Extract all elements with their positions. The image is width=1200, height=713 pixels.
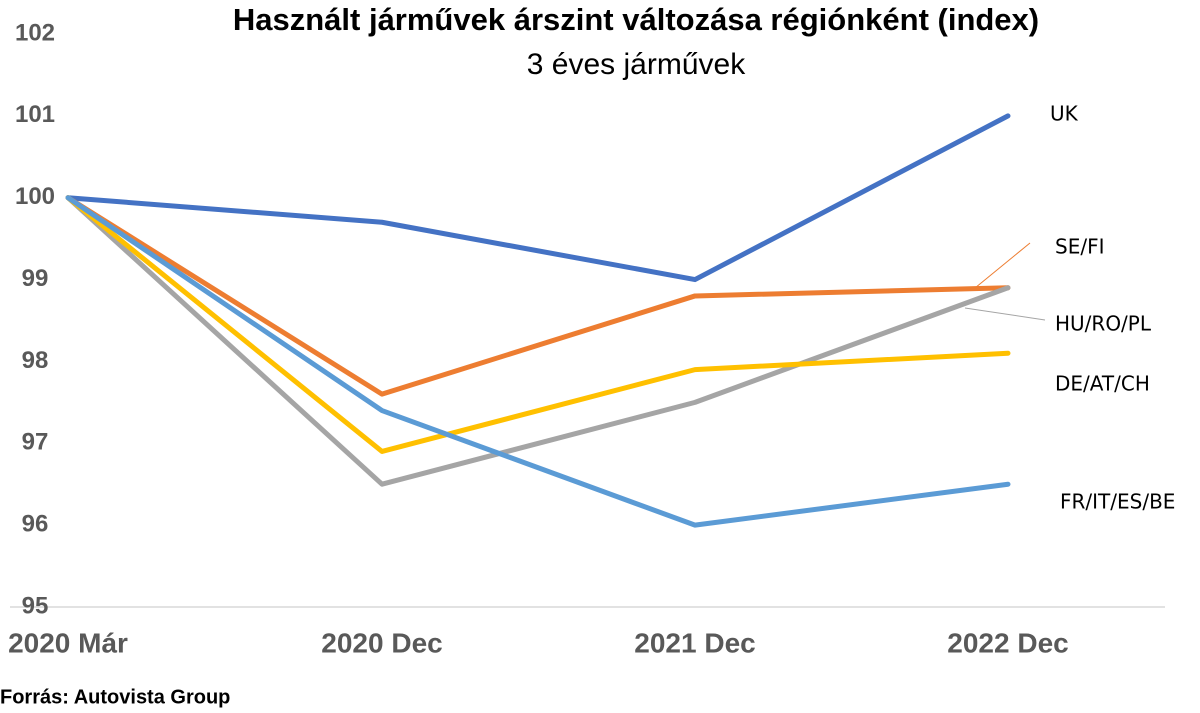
- series-line: [65, 195, 1011, 528]
- y-tick-label: 96: [22, 510, 49, 537]
- source-note: Forrás: Autovista Group: [0, 686, 230, 708]
- x-tick-label: 2020 Már: [8, 627, 128, 658]
- leader-line: [974, 242, 1031, 289]
- series-label: SE/FI: [1055, 235, 1104, 259]
- series-line: [65, 195, 1011, 487]
- chart-title: Használt járművek árszint változása régi…: [233, 2, 1039, 37]
- x-tick-label: 2022 Dec: [947, 627, 1068, 658]
- y-tick-label: 101: [15, 101, 55, 128]
- y-tick-label: 97: [22, 429, 49, 456]
- y-tick-label: 98: [22, 347, 49, 374]
- y-tick-label: 102: [15, 19, 55, 46]
- x-tick-label: 2021 Dec: [634, 627, 755, 658]
- series-line: [65, 195, 1011, 397]
- series-label: FR/IT/ES/BE: [1060, 490, 1175, 514]
- leader-line: [964, 307, 1046, 321]
- series-line: [65, 113, 1011, 283]
- series-label: HU/RO/PL: [1055, 312, 1152, 336]
- y-tick-label: 95: [22, 592, 49, 619]
- series-line: [65, 195, 1011, 454]
- y-tick-label: 100: [15, 183, 55, 210]
- y-tick-label: 99: [22, 265, 49, 292]
- x-tick-label: 2020 Dec: [321, 627, 442, 658]
- series-label: DE/AT/CH: [1055, 372, 1150, 396]
- chart-subtitle: 3 éves járművek: [527, 48, 746, 81]
- series-label: UK: [1050, 102, 1079, 126]
